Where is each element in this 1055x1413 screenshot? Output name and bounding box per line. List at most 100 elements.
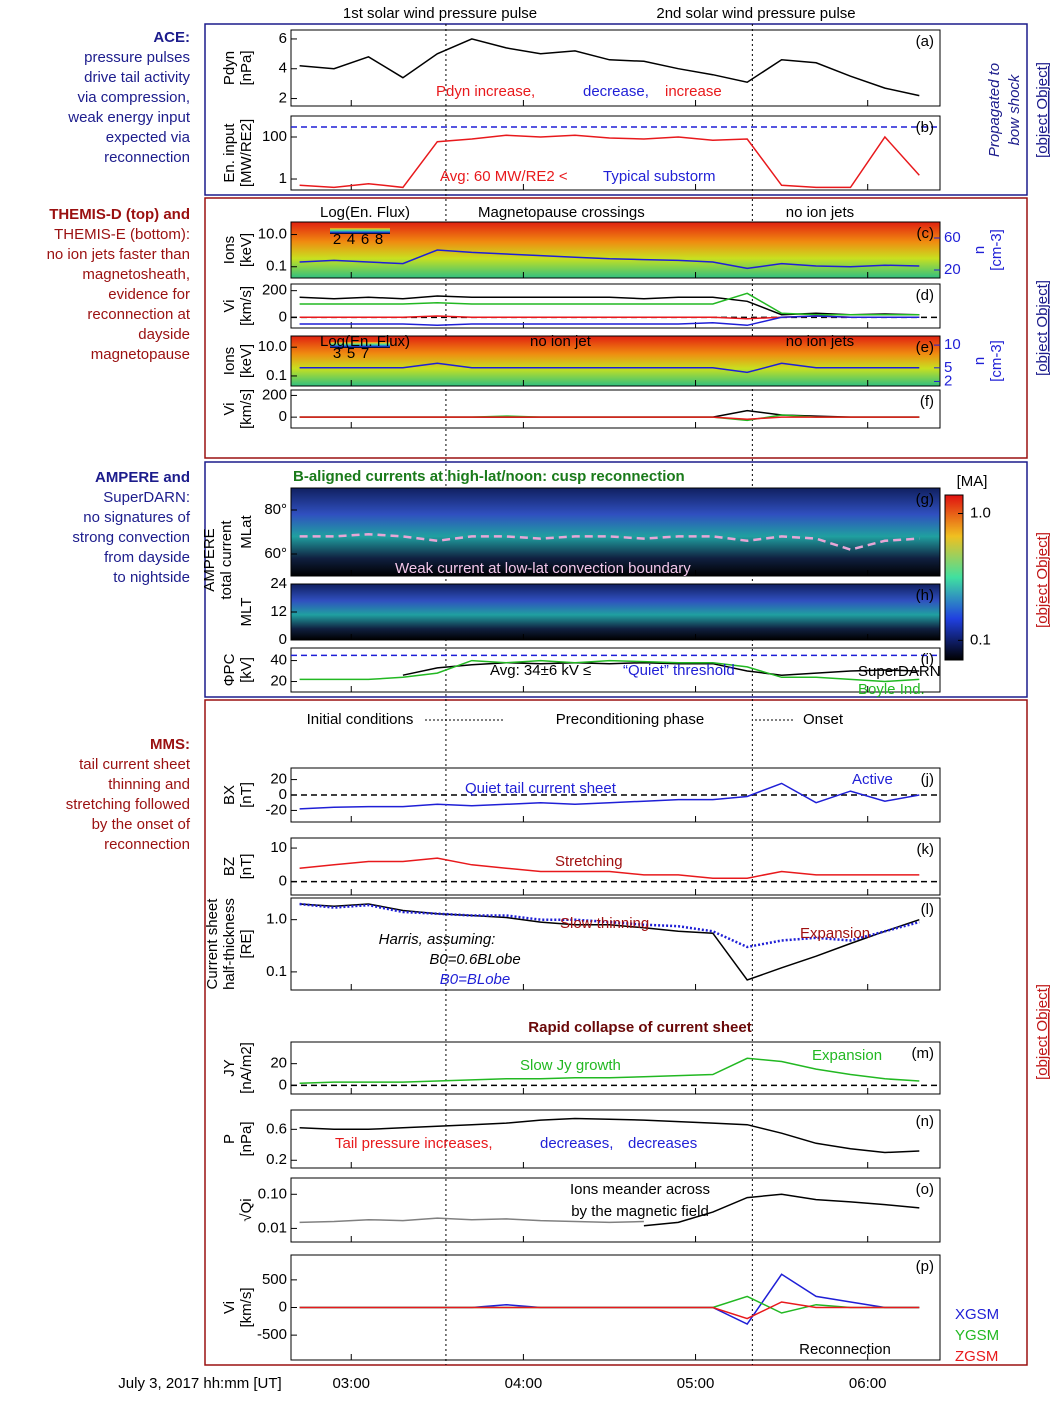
y-tick-label: 0 — [279, 873, 287, 890]
series-line — [299, 315, 920, 327]
y2-tick-label: 10 — [944, 336, 961, 353]
series-line — [299, 38, 920, 97]
y-tick-label: 0 — [279, 1298, 287, 1315]
y-axis-label: [km/s] — [238, 286, 255, 326]
ampere-box — [204, 461, 1028, 698]
x-tick-label: 06:00 — [849, 1375, 887, 1392]
y-axis-label: [keV] — [238, 344, 255, 378]
y-axis-label: En. input — [221, 123, 238, 183]
series-line — [299, 362, 920, 374]
y-axis-label: [km/s] — [238, 1288, 255, 1328]
note-line: strong convection — [72, 529, 190, 546]
panel-label: (i) — [921, 651, 934, 668]
y-tick-label: 0 — [279, 1076, 287, 1093]
header: 1st solar wind pressure pulse — [343, 5, 537, 22]
y-tick-label: 10.0 — [258, 226, 287, 243]
panel-frame — [290, 1177, 941, 1243]
y-tick-label: 0.1 — [266, 258, 287, 275]
annotation: Ions meander across — [570, 1181, 710, 1198]
y-tick-label: 10.0 — [258, 338, 287, 355]
panel-frame — [290, 283, 941, 329]
y-axis-label: [kV] — [238, 657, 255, 683]
panel-frame — [290, 335, 941, 387]
panel-frame — [290, 115, 941, 191]
series-line — [299, 249, 920, 270]
note-title: ACE: — [153, 29, 190, 46]
legend-entry: YGSM — [955, 1327, 999, 1344]
mini-colorbar-label: 3 — [333, 345, 341, 362]
mini-colorbar-label: 2 — [333, 231, 341, 248]
note-line: pressure pulses — [84, 49, 190, 66]
plots: 1st solar wind pressure pulse 2nd solar w… — [47, 5, 1051, 1392]
x-tick-label: 05:00 — [677, 1375, 715, 1392]
annotation: Magnetopause crossings — [478, 204, 645, 221]
note-line: weak energy input — [67, 109, 191, 126]
spectrogram — [291, 222, 940, 278]
note-title: MMS: — [150, 736, 190, 753]
annotation: decrease, — [583, 83, 649, 100]
note-line: via compression, — [77, 89, 190, 106]
annotation: “Quiet” threshold — [623, 662, 735, 679]
mini-colorbar — [330, 227, 390, 234]
y-axis-label: [nT] — [238, 854, 255, 880]
series-line — [299, 782, 920, 810]
y-tick-label: 2 — [279, 90, 287, 107]
y-axis-label: Ions — [221, 347, 238, 375]
panel-label: (m) — [912, 1045, 935, 1062]
y-axis-label: ΦPC — [221, 653, 238, 686]
annotation: Slow thinning — [560, 915, 649, 932]
y-axis-label: Current sheet — [204, 898, 221, 990]
annotation: Avg: 34±6 kV ≤ — [490, 662, 591, 679]
mini-colorbar-label: 5 — [347, 345, 355, 362]
y-axis-label: BX — [221, 785, 238, 805]
themis-box — [204, 197, 1028, 459]
panel-label: (l) — [921, 901, 934, 918]
mini-colorbar — [330, 341, 390, 348]
colorbar-tick-label: 1.0 — [970, 505, 991, 522]
y-axis-label: JY — [221, 1059, 238, 1077]
panel-label: (k) — [917, 841, 935, 858]
series-line — [299, 1217, 644, 1224]
y-axis-label: [nPa] — [238, 1121, 255, 1156]
annotation: no ion jet — [530, 333, 592, 350]
spectrogram — [291, 336, 940, 386]
legend-entry: Boyle Ind. — [858, 681, 925, 698]
panel-frame — [290, 1041, 941, 1095]
y-axis-label: half-thickness — [221, 898, 238, 990]
header: 2nd solar wind pressure pulse — [656, 5, 855, 22]
series-line — [299, 1057, 920, 1084]
y-axis-label: [keV] — [238, 233, 255, 267]
group-label: total current — [218, 520, 235, 600]
series-line — [299, 292, 920, 316]
annotation: Harris, assuming: — [379, 931, 496, 948]
note-title: THEMIS-D (top) and — [49, 206, 190, 223]
x-tick-label: 03:00 — [332, 1375, 370, 1392]
panel-label: (e) — [916, 339, 934, 356]
phase-label: Initial conditions — [307, 711, 414, 728]
note-line: from dayside — [104, 549, 190, 566]
mini-colorbar-label: 4 — [347, 231, 355, 248]
ace-box — [204, 23, 1028, 196]
heatmap — [291, 488, 940, 576]
y-axis-label: [nA/m2] — [238, 1042, 255, 1094]
y-tick-label: 0 — [279, 631, 287, 648]
series-line — [299, 902, 920, 949]
propagation-note: bow shock — [1006, 73, 1023, 145]
note-line: magnetopause — [91, 346, 190, 363]
annotation: Rapid collapse of current sheet — [528, 1019, 751, 1036]
note-line: magnetosheath, — [82, 266, 190, 283]
series-line — [299, 659, 920, 683]
annotation: Reconnection — [799, 1341, 891, 1358]
panel-frame — [290, 897, 941, 991]
annotation: increase — [665, 83, 722, 100]
annotation: Stretching — [555, 853, 623, 870]
y-tick-label: -20 — [265, 801, 287, 818]
region-label: [object Object] — [1034, 62, 1051, 158]
y-axis-label: Ions — [221, 236, 238, 264]
mini-colorbar-label: 8 — [375, 231, 383, 248]
note-line: THEMIS-E (bottom): — [54, 226, 190, 243]
note-line: SuperDARN: — [103, 489, 190, 506]
y-tick-label: 60° — [264, 545, 287, 562]
y-axis-label: Vi — [221, 1301, 238, 1314]
annotation: Expansion — [800, 925, 870, 942]
